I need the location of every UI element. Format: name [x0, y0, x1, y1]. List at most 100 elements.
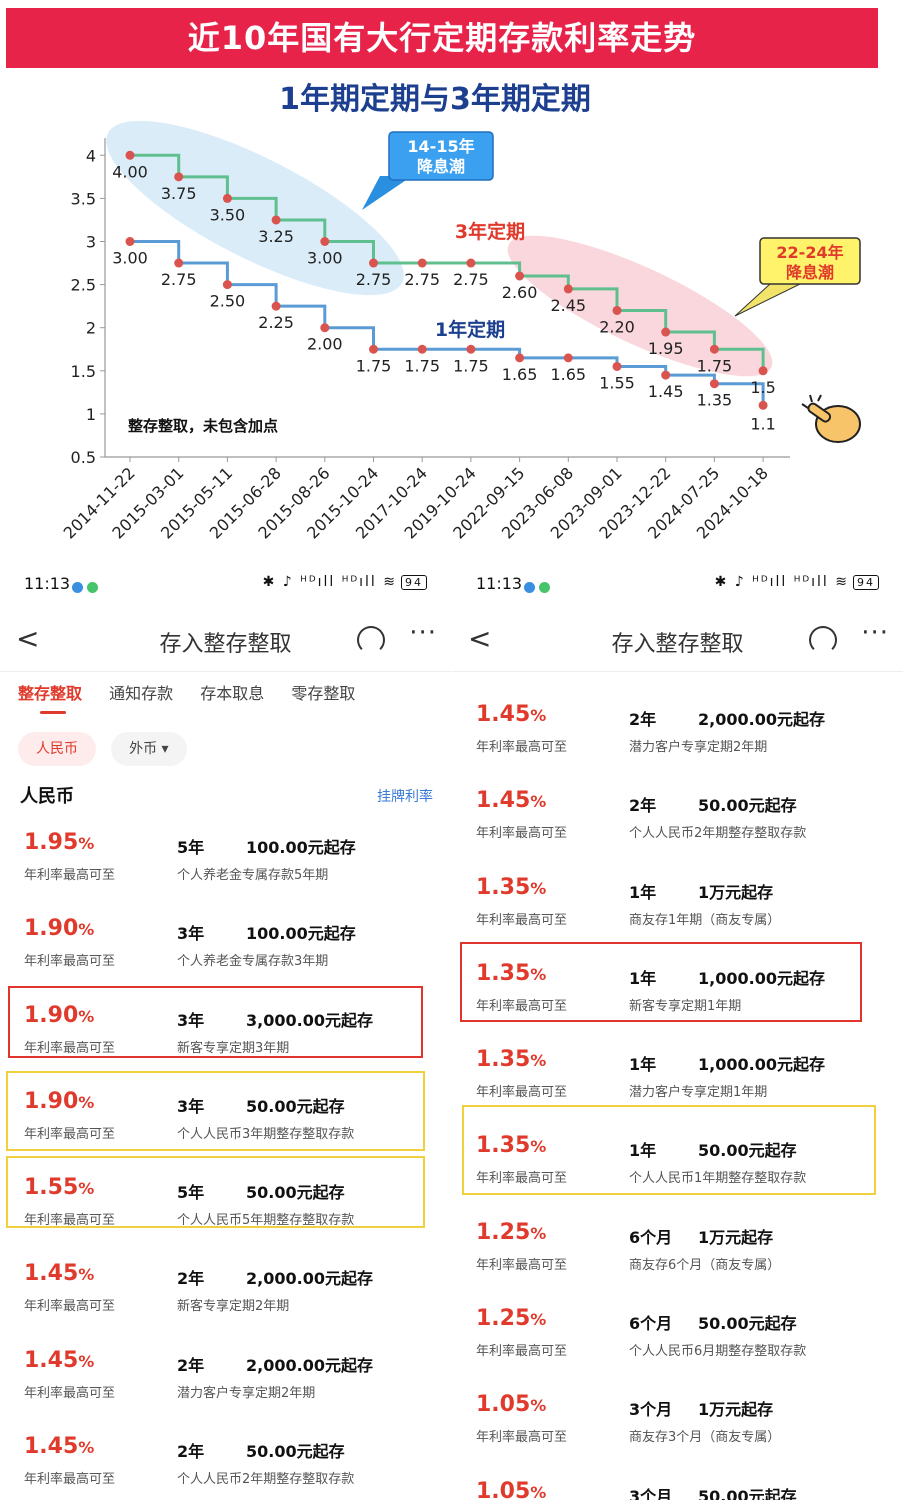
product-row[interactable]: 1.35% 年利率最高可至 1年 1,000.00元起存 潜力客户专享定期1年期	[452, 1039, 903, 1125]
term: 3年	[177, 1010, 205, 1030]
tab-interest-withdrawal[interactable]: 存本取息	[200, 684, 265, 703]
term: 5年	[177, 1183, 205, 1203]
callout-2022-2024-line2: 降息潮	[786, 263, 834, 282]
currency-chips: 人民币 外币 ▾	[18, 732, 197, 766]
data-point-1yr	[661, 370, 671, 380]
callout-2022-2024: 22-24年 降息潮	[734, 237, 861, 317]
rate-value: 1.35%	[476, 1047, 547, 1073]
data-point-1yr	[369, 344, 378, 354]
data-label-1yr: 1.1	[750, 414, 775, 433]
rate-caption: 年利率最高可至	[476, 1085, 568, 1101]
data-label-1yr: 2.50	[210, 292, 246, 311]
listed-rates-link[interactable]: 挂牌利率	[377, 789, 433, 805]
minimum-deposit: 50.00元起存	[698, 1314, 797, 1334]
product-row[interactable]: 1.45% 年利率最高可至 2年 2,000.00元起存 潜力客户专享定期2年期	[452, 694, 903, 780]
rate-value: 1.45%	[24, 1347, 95, 1373]
product-row[interactable]: 1.90% 年利率最高可至 3年 50.00元起存 个人人民币3年期整存整取存款	[0, 1081, 451, 1167]
customer-service-icon[interactable]	[809, 626, 837, 654]
y-tick-label: 3	[86, 233, 96, 252]
product-row[interactable]: 1.45% 年利率最高可至 2年 50.00元起存 个人人民币2年期整存整取存款	[452, 780, 903, 866]
product-row[interactable]: 1.55% 年利率最高可至 5年 50.00元起存 个人人民币5年期整存整取存款	[0, 1167, 451, 1253]
data-point-3yr	[174, 172, 184, 182]
rate-caption: 年利率最高可至	[476, 1257, 568, 1273]
product-row[interactable]: 1.25% 年利率最高可至 6个月 50.00元起存 个人人民币6月期整存整取存款	[452, 1298, 903, 1384]
product-name: 新客专享定期2年期	[177, 1299, 290, 1315]
battery-icon: 94	[853, 575, 879, 590]
product-row[interactable]: 1.95% 年利率最高可至 5年 100.00元起存 个人养老金专属存款5年期	[0, 822, 451, 908]
minimum-deposit: 3,000.00元起存	[246, 1010, 373, 1030]
product-row[interactable]: 1.05% 年利率最高可至 3个月 1万元起存 商友存3个月（商友专属）	[452, 1384, 903, 1470]
rate-value: 1.05%	[476, 1392, 547, 1418]
page-title: 存入整存整取	[159, 632, 292, 657]
signal-icons: ✱ ♪ ᴴᴰıll ᴴᴰıll ≋ 94	[263, 574, 427, 590]
data-label-1yr: 1.65	[550, 365, 586, 384]
term: 2年	[629, 796, 657, 816]
rate-caption: 年利率最高可至	[24, 1040, 116, 1056]
y-tick-label: 0.5	[71, 448, 96, 467]
data-point-1yr	[174, 258, 184, 268]
app-header: < 存入整存整取 ···	[0, 612, 451, 672]
more-icon[interactable]: ···	[409, 618, 437, 648]
left-phone-screen: 11:13 ✱ ♪ ᴴᴰıll ᴴᴰıll ≋ 94 < 存入整存整取 ··· 整…	[0, 560, 451, 1500]
status-time: 11:13	[24, 574, 71, 593]
product-name: 个人人民币6月期整存整取存款	[629, 1344, 807, 1360]
rate-value: 1.90%	[24, 916, 95, 942]
product-row[interactable]: 1.25% 年利率最高可至 6个月 1万元起存 商友存6个月（商友专属）	[452, 1212, 903, 1298]
data-label-1yr: 3.00	[112, 249, 148, 268]
product-row[interactable]: 1.45% 年利率最高可至 2年 2,000.00元起存 潜力客户专享定期2年期	[0, 1340, 451, 1426]
product-name: 个人人民币2年期整存整取存款	[177, 1472, 355, 1488]
rate-value: 1.45%	[476, 788, 547, 814]
product-row[interactable]: 1.05%年利率最高可至3个月50.00元起存	[452, 1471, 903, 1500]
rate-caption: 年利率最高可至	[24, 1126, 116, 1142]
minimum-deposit: 1万元起存	[698, 1227, 774, 1247]
minimum-deposit: 100.00元起存	[246, 838, 356, 857]
data-label-3yr: 2.20	[599, 317, 635, 336]
product-name: 个人人民币1年期整存整取存款	[629, 1171, 807, 1187]
product-name: 商友存6个月（商友专属）	[629, 1257, 781, 1273]
term: 3个月	[629, 1400, 673, 1420]
product-row[interactable]: 1.90% 年利率最高可至 3年 100.00元起存 个人养老金专属存款3年期	[0, 908, 451, 994]
data-label-3yr: 2.60	[502, 283, 538, 302]
minimum-deposit: 50.00元起存	[246, 1442, 345, 1462]
more-icon[interactable]: ···	[861, 618, 889, 648]
data-point-1yr	[271, 301, 281, 311]
product-row[interactable]: 1.45% 年利率最高可至 2年 50.00元起存 个人人民币2年期整存整取存款	[0, 1426, 451, 1500]
product-row[interactable]: 1.35% 年利率最高可至 1年 1,000.00元起存 新客专享定期1年期	[452, 953, 903, 1039]
product-row[interactable]: 1.90% 年利率最高可至 3年 3,000.00元起存 新客专享定期3年期	[0, 995, 451, 1081]
data-label-1yr: 1.75	[404, 356, 440, 375]
term: 2年	[177, 1269, 205, 1289]
back-button[interactable]: <	[16, 622, 40, 655]
minimum-deposit: 1,000.00元起存	[698, 1055, 825, 1075]
data-point-3yr	[369, 258, 378, 268]
rate-value: 1.25%	[476, 1306, 547, 1332]
data-point-3yr	[417, 258, 427, 268]
product-row[interactable]: 1.45% 年利率最高可至 2年 2,000.00元起存 新客专享定期2年期	[0, 1253, 451, 1339]
back-button[interactable]: <	[468, 622, 492, 655]
term: 1年	[629, 882, 657, 902]
rate-value: 1.35%	[476, 874, 547, 900]
data-point-1yr	[515, 353, 525, 363]
customer-service-icon[interactable]	[357, 626, 385, 654]
term: 2年	[629, 710, 657, 729]
signal-icons-text: ✱ ♪ ᴴᴰıll ᴴᴰıll ≋	[262, 574, 397, 590]
tab-lump-sum[interactable]: 整存整取	[18, 680, 82, 714]
data-label-3yr: 2.75	[453, 270, 489, 289]
chip-foreign-currency[interactable]: 外币 ▾	[111, 732, 187, 766]
rate-caption: 年利率最高可至	[476, 998, 568, 1014]
minimum-deposit: 50.00元起存	[246, 1183, 345, 1203]
callout-2014-2015-line1: 14-15年	[407, 137, 474, 156]
product-name: 商友存3个月（商友专属）	[629, 1430, 781, 1446]
rate-caption: 年利率最高可至	[476, 740, 568, 755]
data-point-1yr	[612, 361, 622, 371]
minimum-deposit: 2,000.00元起存	[246, 1269, 373, 1289]
tab-installment[interactable]: 零存整取	[291, 684, 356, 703]
chip-rmb[interactable]: 人民币	[18, 732, 96, 766]
data-label-3yr: 2.75	[404, 270, 440, 289]
rate-caption: 年利率最高可至	[476, 826, 568, 842]
product-row[interactable]: 1.35% 年利率最高可至 1年 1万元起存 商友存1年期（商友专属）	[452, 867, 903, 953]
section-title: 人民币	[20, 786, 74, 807]
y-tick-label: 2	[86, 319, 96, 338]
product-row[interactable]: 1.35% 年利率最高可至 1年 50.00元起存 个人人民币1年期整存整取存款	[452, 1125, 903, 1211]
tab-notice-deposit[interactable]: 通知存款	[109, 684, 174, 703]
page-title: 存入整存整取	[611, 632, 744, 657]
